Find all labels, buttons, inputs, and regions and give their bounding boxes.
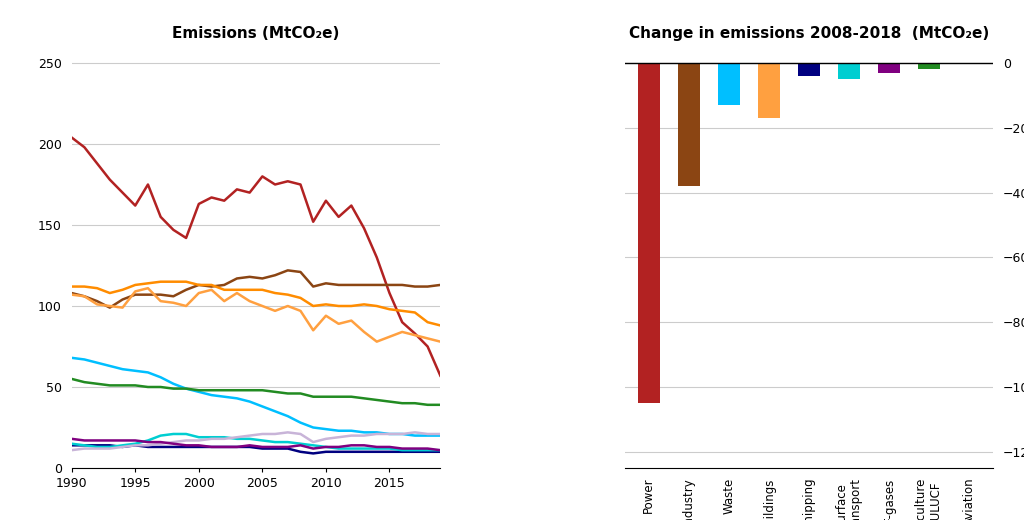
- Title: Change in emissions 2008-2018  (MtCO₂e): Change in emissions 2008-2018 (MtCO₂e): [629, 27, 989, 42]
- Bar: [638, 63, 659, 403]
- Bar: [878, 63, 900, 73]
- Title: Emissions (MtCO₂e): Emissions (MtCO₂e): [172, 27, 340, 42]
- Bar: [758, 63, 780, 118]
- Bar: [919, 63, 940, 70]
- Bar: [718, 63, 739, 105]
- Bar: [798, 63, 820, 76]
- Bar: [838, 63, 860, 79]
- Bar: [678, 63, 699, 186]
